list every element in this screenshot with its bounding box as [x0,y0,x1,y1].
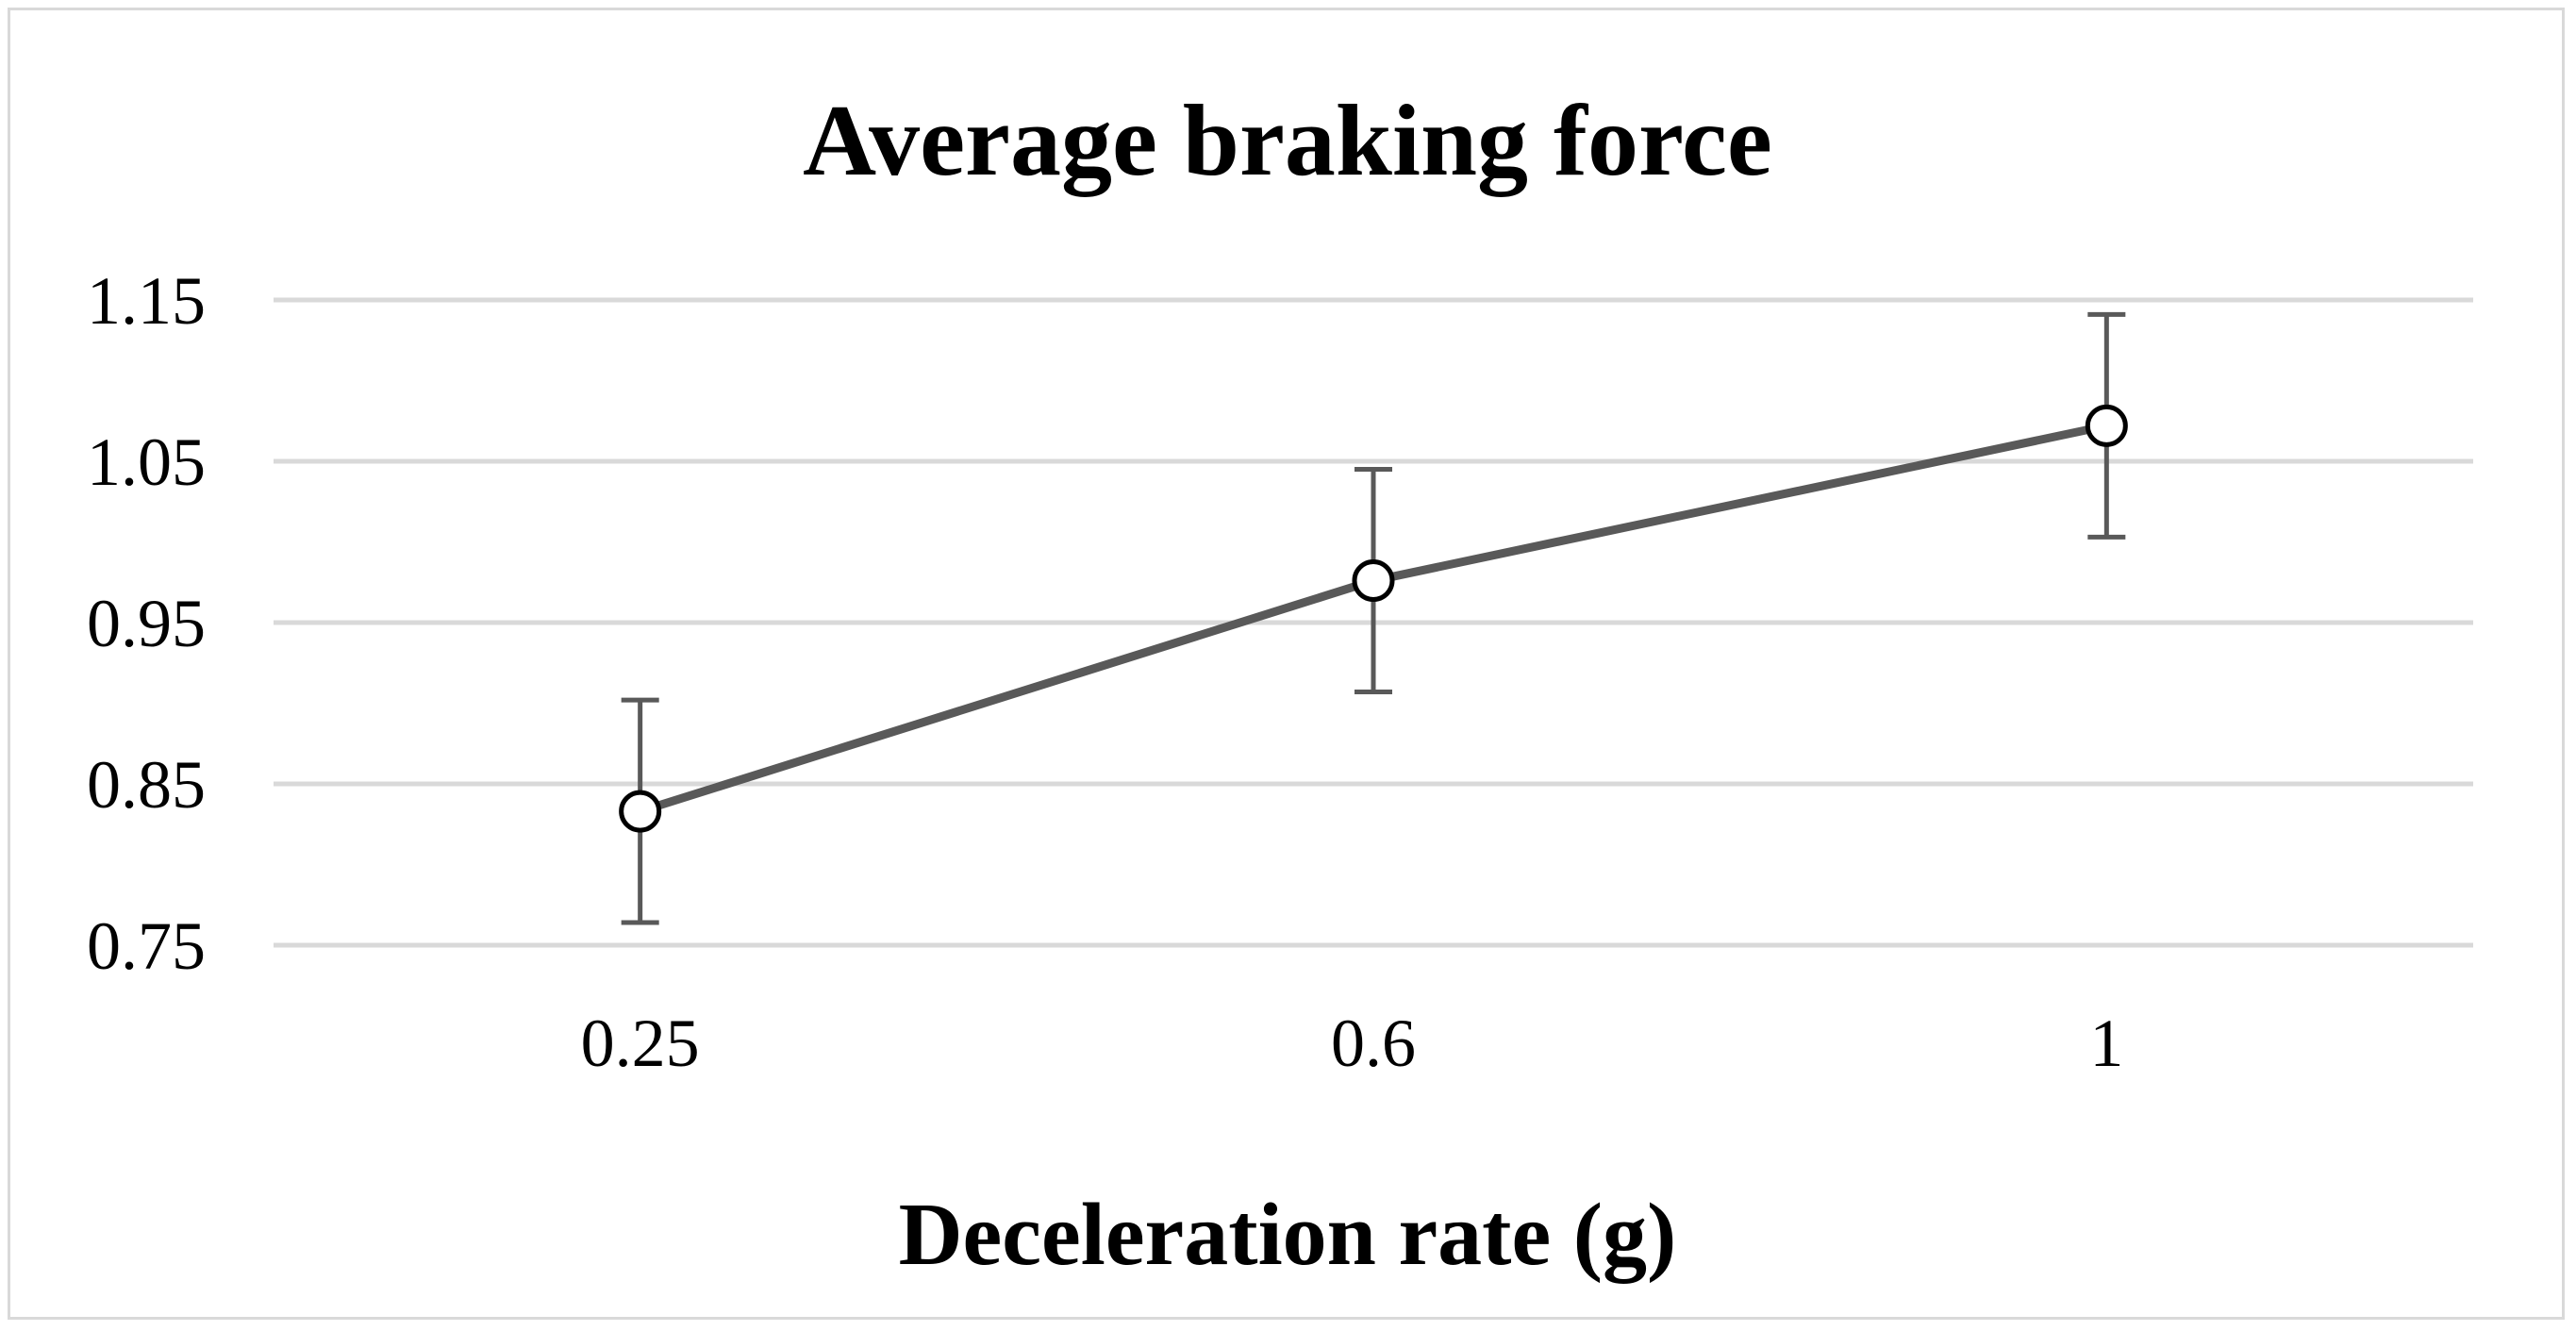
chart-frame [8,8,2565,1320]
error-bars [621,311,2126,925]
data-point [619,790,662,833]
x-axis-title: Deceleration rate (g) [899,1186,1677,1284]
data-points [619,404,2128,833]
y-tick-label: 0.75 [87,908,206,984]
y-tick-label: 0.95 [87,586,206,661]
data-point [1352,559,1395,603]
data-point [2085,404,2128,447]
x-axis-ticks: 0.25 0.6 1 [581,1006,2124,1081]
x-tick-label: 0.6 [1331,1006,1416,1081]
x-tick-label: 1 [2089,1006,2123,1081]
y-tick-label: 0.85 [87,747,206,823]
y-tick-label: 1.05 [87,424,206,500]
y-tick-label: 1.15 [87,263,206,339]
chart-title: Average braking force [803,85,1772,197]
y-axis-ticks: 0.75 0.85 0.95 1.05 1.15 [87,263,206,984]
x-tick-label: 0.25 [581,1006,700,1081]
